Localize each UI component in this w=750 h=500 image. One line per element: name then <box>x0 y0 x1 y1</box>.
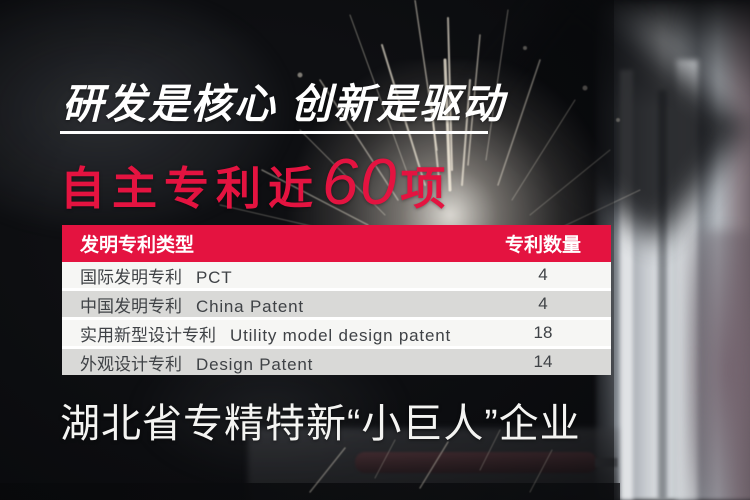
patent-type-zh: 外观设计专利 <box>80 354 182 374</box>
banner-title: 研发是核心 创新是驱动 <box>62 81 506 127</box>
headline-number: 60 <box>322 145 399 218</box>
patent-type-en: Design Patent <box>196 354 314 374</box>
title-underline <box>60 131 488 134</box>
patent-type-zh: 国际发明专利 <box>80 267 182 287</box>
patent-count-headline: 自主专利近 60 项 <box>60 144 452 219</box>
patent-type-cell: 外观设计专利 Design Patent <box>62 350 475 375</box>
enterprise-honor-line: 湖北省专精特新“小巨人”企业 <box>60 402 581 446</box>
patent-count-cell: 18 <box>533 323 553 342</box>
table-row: 实用新型设计专利 Utility model design patent 18 <box>62 320 611 349</box>
machine-frame-bar <box>658 90 667 500</box>
patent-type-en: China Patent <box>196 296 304 316</box>
patent-type-en: PCT <box>196 267 233 287</box>
patent-type-zh: 实用新型设计专利 <box>80 325 216 345</box>
table-row: 外观设计专利 Design Patent 14 <box>62 349 611 375</box>
patent-table: 发明专利类型 专利数量 国际发明专利 PCT 4 中国发明专利 China Pate… <box>62 225 611 375</box>
table-row: 中国发明专利 China Patent 4 <box>62 291 611 320</box>
header-count-label: 专利数量 <box>504 235 581 256</box>
table-header-row: 发明专利类型 专利数量 <box>62 225 611 262</box>
headline-prefix: 自主专利近 <box>60 163 321 214</box>
patent-type-zh: 中国发明专利 <box>80 296 182 316</box>
patent-type-cell: 实用新型设计专利 Utility model design patent <box>62 321 475 346</box>
patent-count-cell: 14 <box>533 352 553 371</box>
table-row: 国际发明专利 PCT 4 <box>62 262 611 291</box>
machinery-detail-patch <box>688 230 750 500</box>
patent-type-cell: 中国发明专利 China Patent <box>62 292 475 317</box>
patent-type-cell: 国际发明专利 PCT <box>62 263 475 288</box>
patent-type-en: Utility model design patent <box>230 325 451 345</box>
patent-count-cell: 4 <box>538 294 548 313</box>
patent-count-cell: 4 <box>538 265 548 284</box>
headline-suffix: 项 <box>400 163 453 214</box>
header-type-label: 发明专利类型 <box>80 235 195 256</box>
